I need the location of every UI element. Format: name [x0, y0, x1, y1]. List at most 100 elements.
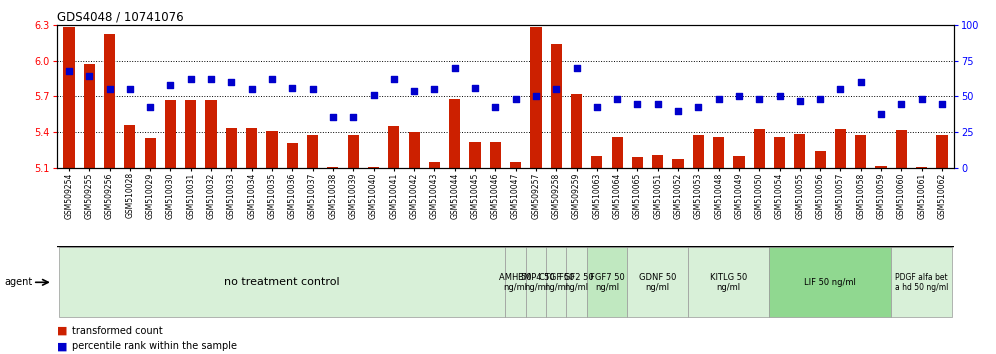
- Bar: [835, 129, 846, 168]
- Text: agent: agent: [4, 277, 32, 287]
- Text: ■: ■: [57, 326, 68, 336]
- Bar: [551, 44, 562, 168]
- Point: [792, 98, 808, 104]
- Point: [447, 65, 463, 70]
- Bar: [185, 100, 196, 168]
- Bar: [104, 34, 116, 168]
- Bar: [287, 143, 298, 168]
- Point: [508, 97, 524, 102]
- Point: [305, 86, 321, 92]
- Bar: [368, 167, 379, 168]
- Bar: [571, 94, 582, 168]
- Point: [325, 114, 341, 119]
- Point: [385, 76, 401, 82]
- Point: [406, 88, 422, 93]
- Bar: [875, 166, 886, 168]
- Point: [711, 97, 727, 102]
- Point: [366, 92, 381, 98]
- Bar: [627, 247, 688, 317]
- Point: [548, 86, 564, 92]
- Point: [528, 93, 544, 99]
- Text: FGF2 50
ng/ml: FGF2 50 ng/ml: [559, 273, 594, 292]
- Point: [853, 79, 869, 85]
- Bar: [124, 125, 135, 168]
- Bar: [693, 135, 704, 168]
- Point: [346, 114, 362, 119]
- Text: transformed count: transformed count: [72, 326, 162, 336]
- Bar: [246, 127, 257, 168]
- Bar: [328, 167, 339, 168]
- Bar: [936, 135, 947, 168]
- Bar: [205, 100, 217, 168]
- Bar: [769, 247, 891, 317]
- Point: [264, 76, 280, 82]
- Bar: [348, 135, 359, 168]
- Point: [569, 65, 585, 70]
- Point: [102, 86, 118, 92]
- Bar: [916, 167, 927, 168]
- Bar: [165, 100, 176, 168]
- Bar: [567, 247, 587, 317]
- Bar: [688, 247, 769, 317]
- Bar: [408, 132, 419, 168]
- Point: [934, 101, 950, 107]
- Bar: [449, 99, 460, 168]
- Bar: [469, 142, 481, 168]
- Point: [244, 86, 260, 92]
- Text: PDGF alfa bet
a hd 50 ng/ml: PDGF alfa bet a hd 50 ng/ml: [895, 273, 948, 292]
- Point: [812, 97, 828, 102]
- Bar: [612, 137, 622, 168]
- Point: [649, 101, 665, 107]
- Bar: [546, 247, 567, 317]
- Bar: [774, 137, 785, 168]
- Text: percentile rank within the sample: percentile rank within the sample: [72, 341, 237, 351]
- Bar: [226, 127, 237, 168]
- Bar: [505, 247, 526, 317]
- Point: [589, 104, 605, 109]
- Bar: [652, 155, 663, 168]
- Bar: [510, 162, 521, 168]
- Bar: [592, 156, 603, 168]
- Point: [162, 82, 178, 88]
- Point: [467, 85, 483, 91]
- Point: [203, 76, 219, 82]
- Text: ■: ■: [57, 341, 68, 351]
- Bar: [815, 152, 826, 168]
- Text: GDNF 50
ng/ml: GDNF 50 ng/ml: [639, 273, 676, 292]
- Bar: [891, 247, 952, 317]
- Point: [82, 74, 98, 79]
- Point: [487, 104, 503, 109]
- Bar: [530, 27, 542, 168]
- Point: [629, 101, 645, 107]
- Point: [183, 76, 199, 82]
- Text: AMH 50
ng/ml: AMH 50 ng/ml: [499, 273, 532, 292]
- Point: [772, 93, 788, 99]
- Bar: [84, 64, 95, 168]
- Point: [690, 104, 706, 109]
- Text: FGF7 50
ng/ml: FGF7 50 ng/ml: [590, 273, 624, 292]
- Bar: [64, 27, 75, 168]
- Text: no treatment control: no treatment control: [224, 277, 340, 287]
- Bar: [794, 133, 806, 168]
- Point: [142, 104, 158, 109]
- Bar: [856, 135, 867, 168]
- Point: [284, 85, 300, 91]
- Bar: [266, 131, 278, 168]
- Bar: [713, 137, 724, 168]
- Bar: [631, 158, 643, 168]
- Bar: [733, 156, 745, 168]
- Bar: [490, 142, 501, 168]
- Bar: [895, 130, 907, 168]
- Point: [670, 108, 686, 114]
- Bar: [429, 162, 440, 168]
- Text: LIF 50 ng/ml: LIF 50 ng/ml: [805, 278, 857, 287]
- Point: [426, 86, 442, 92]
- Bar: [59, 247, 506, 317]
- Point: [122, 86, 137, 92]
- Point: [731, 93, 747, 99]
- Point: [751, 97, 767, 102]
- Point: [833, 86, 849, 92]
- Bar: [144, 138, 155, 168]
- Point: [610, 97, 625, 102]
- Point: [873, 111, 889, 116]
